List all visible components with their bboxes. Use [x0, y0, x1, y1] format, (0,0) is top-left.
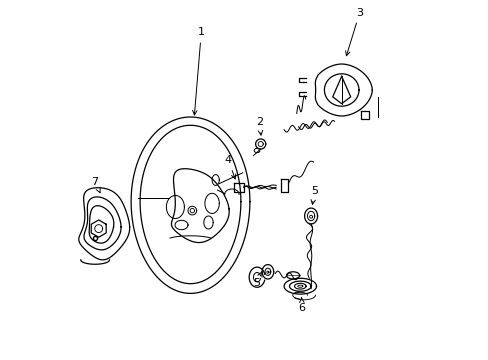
Text: 1: 1: [192, 27, 204, 115]
Text: 6: 6: [298, 297, 305, 313]
Text: 4: 4: [224, 155, 235, 179]
Text: 7: 7: [91, 177, 100, 193]
Text: 5: 5: [310, 186, 318, 204]
Text: 5: 5: [253, 272, 262, 288]
Text: 2: 2: [256, 117, 263, 135]
Text: 3: 3: [345, 8, 363, 56]
